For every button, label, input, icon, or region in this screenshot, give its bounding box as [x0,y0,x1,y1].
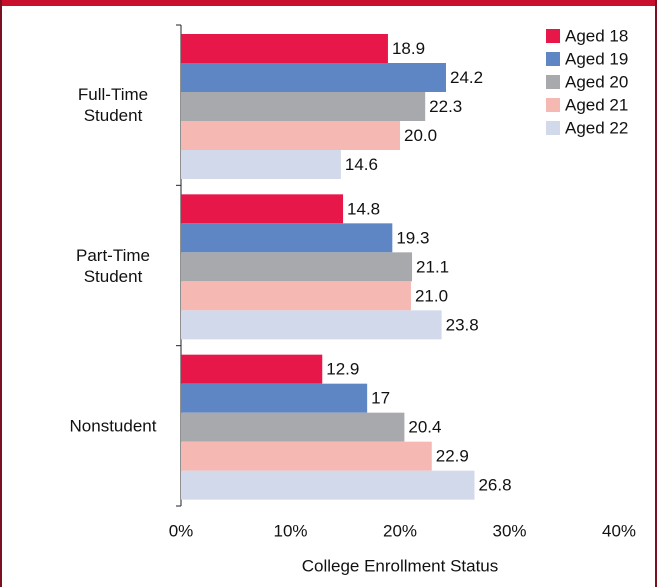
x-tick-label: 20% [383,521,417,540]
x-tick-label: 10% [273,521,307,540]
value-label: 21.1 [416,257,449,276]
x-tick-label: 0% [169,521,194,540]
bar [181,281,411,311]
bar [181,310,442,340]
bar [181,194,344,224]
value-label: 24.2 [450,68,483,87]
legend-swatch [546,52,560,66]
value-label: 12.9 [326,360,359,379]
legend-label: Aged 19 [565,49,628,68]
legend-swatch [546,29,560,43]
bar [181,121,400,150]
bar [181,92,426,121]
legend-label: Aged 22 [565,118,628,137]
x-axis-label: College Enrollment Status [302,556,499,575]
right-border [655,0,657,587]
legend-swatch [546,75,560,89]
legend-label: Aged 18 [565,26,628,45]
bar [181,34,388,63]
top-border [0,0,657,6]
value-label: 20.0 [404,126,437,145]
bar [181,470,475,500]
bar [181,383,368,413]
value-label: 21.0 [415,286,448,305]
bar [181,223,393,253]
legend-label: Aged 21 [565,95,628,114]
category-label: Nonstudent [69,416,157,436]
value-label: 20.4 [408,418,441,437]
bar [181,441,432,471]
value-label: 26.8 [478,476,511,495]
x-tick-label: 40% [602,521,636,540]
category-label: Full-Time Student [77,85,149,126]
bar [181,252,413,282]
value-label: 19.3 [396,228,429,247]
legend-swatch [546,121,560,135]
value-label: 23.8 [446,315,479,334]
bar [181,150,341,179]
value-label: 18.9 [392,39,425,58]
value-label: 17 [371,389,390,408]
value-label: 14.6 [345,155,378,174]
category-label: Part-Time Student [76,245,150,286]
value-label: 14.8 [347,199,380,218]
x-tick-label: 30% [492,521,526,540]
legend-label: Aged 20 [565,72,628,91]
value-label: 22.3 [429,97,462,116]
bar [181,63,446,92]
bar [181,354,323,384]
bar [181,412,405,442]
left-border [0,0,2,587]
legend-swatch [546,98,560,112]
value-label: 22.9 [436,447,469,466]
